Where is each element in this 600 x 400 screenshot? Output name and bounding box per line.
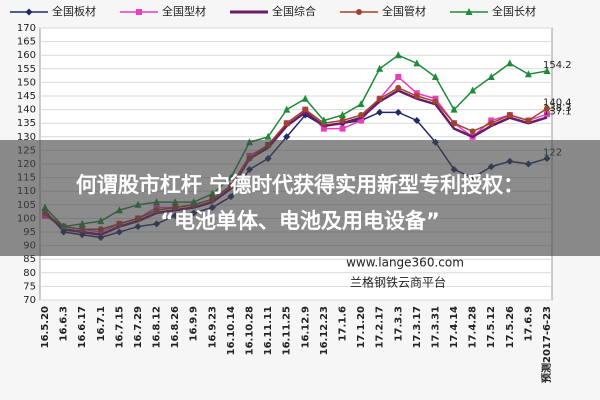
y-tick-label: 160 (17, 50, 36, 61)
x-tick-label: 17.4.14 (449, 306, 460, 348)
marker (469, 128, 476, 135)
marker (320, 116, 328, 124)
x-tick-label: 预测2017-6-23 (540, 306, 553, 383)
marker (506, 59, 514, 67)
marker (488, 120, 495, 127)
end-label: 154.2 (543, 60, 572, 71)
marker (451, 120, 458, 127)
legend-label: 全国综合 (272, 4, 316, 18)
x-tick-label: 16.11.11 (263, 306, 274, 355)
watermark: 兰格钢铁云商平台 (350, 275, 446, 290)
end-label: 140.4 (543, 98, 572, 109)
x-tick-label: 17.3.31 (430, 306, 441, 348)
y-tick-label: 170 (17, 23, 36, 34)
marker (432, 98, 439, 105)
y-tick-label: 85 (23, 254, 36, 265)
y-tick-label: 80 (23, 268, 36, 279)
x-tick-label: 17.5.12 (486, 306, 497, 348)
y-tick-label: 165 (17, 37, 36, 48)
legend-label: 全国管材 (382, 4, 426, 18)
x-tick-label: 17.4.28 (468, 306, 479, 348)
x-tick-label: 16.12.9 (300, 306, 311, 348)
marker (394, 51, 402, 59)
end-label: 137.1 (543, 106, 572, 117)
x-tick-label: 17.2.17 (375, 306, 386, 348)
x-tick-label: 16.5.20 (40, 306, 51, 348)
marker (376, 64, 384, 72)
marker (302, 106, 309, 113)
legend-marker (356, 9, 362, 15)
x-tick-label: 17.3.17 (412, 306, 423, 348)
marker (487, 72, 495, 80)
marker (338, 111, 346, 119)
marker (358, 117, 365, 124)
x-tick-label: 16.9.23 (207, 306, 218, 348)
y-tick-label: 130 (17, 132, 36, 143)
marker (357, 100, 365, 108)
watermark: www.lange360.com (346, 256, 464, 270)
marker (358, 112, 365, 119)
x-tick-label: 17.1.6 (337, 306, 348, 341)
marker (524, 70, 532, 78)
marker (395, 84, 402, 91)
marker (431, 72, 439, 80)
marker (450, 105, 458, 113)
y-tick-label: 140 (17, 105, 36, 116)
x-tick-label: 16.6.17 (77, 306, 88, 348)
marker (376, 95, 383, 102)
overlay-title: 何谓股市杠杆 宁德时代获得实用新型专利授权： (76, 173, 524, 197)
x-tick-label: 16.7.15 (114, 306, 125, 348)
marker (395, 73, 402, 80)
marker (469, 86, 477, 94)
y-tick-label: 150 (17, 77, 36, 88)
marker (283, 105, 291, 113)
marker (525, 117, 532, 124)
legend-label: 全国型材 (162, 4, 206, 18)
x-tick-label: 17.6.9 (523, 306, 534, 341)
marker (413, 59, 421, 67)
x-tick-label: 16.12.23 (319, 306, 330, 355)
x-tick-label: 17.3.3 (393, 306, 404, 341)
x-tick-label: 16.7.1 (96, 306, 107, 341)
y-tick-label: 135 (17, 118, 36, 129)
marker (544, 105, 550, 112)
marker (339, 125, 346, 132)
x-tick-label: 17.5.26 (505, 306, 516, 348)
marker (283, 120, 290, 127)
y-tick-label: 145 (17, 91, 36, 102)
x-tick-label: 16.8.26 (170, 306, 181, 348)
end-label: 138.3 (543, 103, 572, 114)
x-tick-label: 17.1.20 (356, 306, 367, 348)
x-tick-label: 16.11.25 (282, 306, 293, 355)
marker (320, 125, 327, 132)
marker (394, 108, 402, 116)
legend-marker (25, 8, 33, 16)
overlay-band (0, 140, 600, 256)
x-tick-label: 16.6.3 (59, 306, 70, 341)
marker (301, 94, 309, 102)
x-tick-label: 16.10.14 (226, 306, 237, 355)
marker (376, 108, 384, 116)
marker (413, 116, 421, 124)
marker (413, 93, 420, 99)
legend-marker (136, 9, 142, 15)
marker (543, 66, 551, 74)
marker (506, 112, 513, 119)
marker (339, 117, 346, 124)
x-tick-label: 16.8.12 (152, 306, 163, 348)
x-tick-label: 16.10.28 (245, 306, 256, 355)
marker (283, 133, 291, 141)
marker (264, 132, 272, 140)
legend-marker (465, 8, 473, 15)
y-tick-label: 75 (23, 281, 36, 292)
overlay-title: “电池单体、电池及用电设备” (160, 209, 440, 233)
y-tick-label: 155 (17, 64, 36, 75)
marker (544, 111, 550, 118)
x-tick-label: 16.9.9 (189, 306, 200, 341)
legend-label: 全国板材 (52, 4, 96, 18)
y-tick-label: 70 (23, 295, 36, 306)
x-tick-label: 16.7.29 (133, 306, 144, 348)
legend-label: 全国长材 (492, 4, 536, 18)
